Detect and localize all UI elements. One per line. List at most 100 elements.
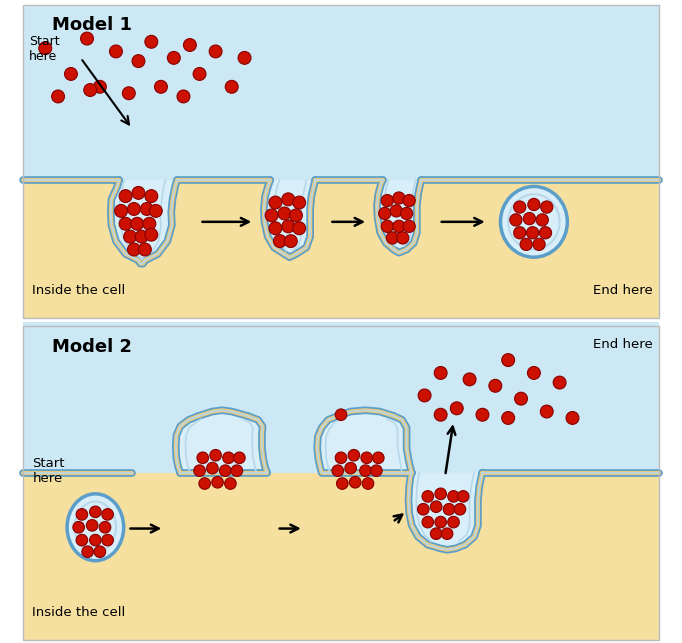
Circle shape	[489, 379, 502, 392]
Circle shape	[76, 509, 88, 520]
Circle shape	[52, 90, 65, 103]
Circle shape	[223, 452, 234, 464]
Circle shape	[155, 80, 167, 93]
Circle shape	[441, 528, 453, 539]
Circle shape	[390, 204, 402, 217]
Circle shape	[231, 465, 243, 476]
Circle shape	[430, 528, 442, 539]
Circle shape	[403, 220, 415, 233]
Circle shape	[143, 217, 155, 230]
Circle shape	[209, 45, 222, 58]
Text: Model 1: Model 1	[52, 16, 132, 34]
Circle shape	[400, 207, 413, 220]
Text: Start
here: Start here	[29, 35, 60, 64]
Circle shape	[515, 392, 527, 405]
Circle shape	[89, 506, 101, 518]
Circle shape	[435, 488, 447, 500]
Circle shape	[145, 228, 158, 241]
Circle shape	[514, 227, 526, 239]
Polygon shape	[264, 180, 315, 257]
Circle shape	[89, 534, 101, 546]
Circle shape	[370, 465, 382, 476]
Circle shape	[197, 452, 209, 464]
Circle shape	[523, 212, 535, 225]
Circle shape	[422, 516, 434, 528]
Circle shape	[145, 35, 158, 48]
Circle shape	[207, 462, 218, 474]
Circle shape	[527, 227, 539, 239]
FancyBboxPatch shape	[23, 6, 659, 186]
Circle shape	[193, 68, 206, 80]
Circle shape	[541, 201, 553, 213]
Circle shape	[443, 503, 455, 515]
Circle shape	[361, 452, 372, 464]
Circle shape	[123, 230, 136, 243]
Circle shape	[362, 478, 374, 489]
Circle shape	[533, 239, 545, 251]
Circle shape	[536, 213, 548, 226]
Circle shape	[348, 449, 359, 461]
Circle shape	[119, 190, 132, 203]
Circle shape	[87, 520, 98, 531]
Circle shape	[210, 449, 222, 461]
Circle shape	[224, 478, 236, 489]
Circle shape	[540, 405, 553, 418]
Circle shape	[102, 534, 113, 546]
Circle shape	[132, 186, 145, 199]
Circle shape	[273, 235, 286, 248]
Circle shape	[527, 367, 540, 379]
Circle shape	[234, 452, 246, 464]
Circle shape	[336, 452, 346, 464]
Circle shape	[84, 84, 97, 96]
Circle shape	[128, 203, 140, 215]
Circle shape	[381, 194, 394, 207]
Circle shape	[502, 412, 515, 424]
Circle shape	[122, 87, 135, 100]
Circle shape	[381, 220, 394, 233]
Circle shape	[128, 243, 140, 256]
Circle shape	[514, 201, 526, 213]
Circle shape	[115, 204, 128, 217]
Circle shape	[359, 465, 371, 476]
Text: End here: End here	[593, 338, 653, 350]
Polygon shape	[317, 410, 412, 473]
Circle shape	[177, 90, 190, 103]
Circle shape	[332, 465, 344, 476]
Circle shape	[100, 521, 110, 533]
Circle shape	[458, 491, 469, 502]
Circle shape	[278, 207, 291, 220]
Circle shape	[183, 39, 196, 51]
Circle shape	[131, 217, 144, 230]
Circle shape	[211, 476, 223, 488]
Text: Inside the cell: Inside the cell	[32, 284, 125, 297]
Circle shape	[138, 243, 151, 256]
FancyBboxPatch shape	[23, 183, 659, 318]
Circle shape	[372, 452, 384, 464]
Text: Model 2: Model 2	[52, 338, 132, 356]
Circle shape	[167, 51, 180, 64]
Circle shape	[379, 207, 391, 220]
Circle shape	[403, 194, 415, 207]
Circle shape	[293, 222, 306, 235]
Circle shape	[430, 501, 442, 512]
Text: Inside the cell: Inside the cell	[32, 606, 125, 619]
Circle shape	[149, 204, 162, 217]
Ellipse shape	[501, 186, 567, 257]
Polygon shape	[377, 180, 421, 253]
Circle shape	[393, 192, 405, 204]
Circle shape	[80, 32, 93, 45]
Circle shape	[435, 516, 447, 528]
Ellipse shape	[67, 494, 123, 561]
Circle shape	[336, 478, 348, 489]
Circle shape	[393, 220, 405, 233]
Circle shape	[135, 230, 148, 243]
Circle shape	[336, 409, 346, 421]
Circle shape	[39, 42, 52, 55]
FancyBboxPatch shape	[23, 473, 659, 640]
Circle shape	[539, 227, 552, 239]
Circle shape	[553, 376, 566, 389]
Circle shape	[76, 534, 88, 546]
Circle shape	[269, 196, 282, 209]
Circle shape	[269, 222, 282, 235]
Circle shape	[386, 231, 398, 244]
